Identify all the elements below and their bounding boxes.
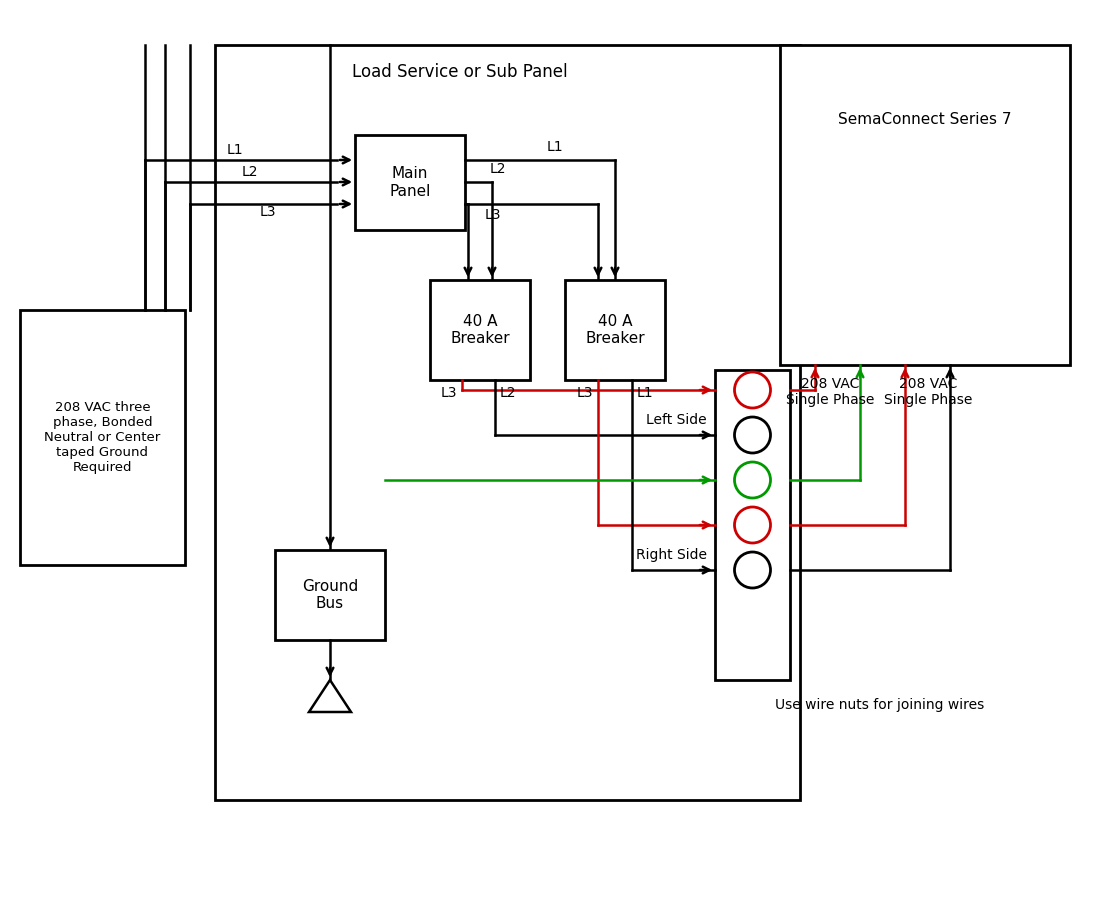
- Text: L3: L3: [576, 386, 593, 400]
- Text: Ground
Bus: Ground Bus: [301, 579, 359, 611]
- Text: L2: L2: [242, 165, 258, 179]
- Circle shape: [735, 462, 770, 498]
- Bar: [780, 45, 1070, 365]
- Text: L3: L3: [485, 208, 502, 222]
- Bar: [214, 45, 800, 800]
- Bar: [275, 550, 385, 640]
- Text: Left Side: Left Side: [647, 413, 707, 427]
- Text: Right Side: Right Side: [636, 548, 707, 562]
- Circle shape: [735, 552, 770, 588]
- Circle shape: [735, 507, 770, 543]
- Text: SemaConnect Series 7: SemaConnect Series 7: [838, 112, 1012, 128]
- Bar: [355, 135, 465, 230]
- Text: Main
Panel: Main Panel: [389, 166, 431, 199]
- Text: L1: L1: [637, 386, 653, 400]
- Text: 208 VAC three
phase, Bonded
Neutral or Center
taped Ground
Required: 208 VAC three phase, Bonded Neutral or C…: [44, 401, 161, 474]
- Text: 208 VAC
Single Phase: 208 VAC Single Phase: [785, 377, 874, 407]
- Bar: [565, 280, 666, 380]
- Text: Load Service or Sub Panel: Load Service or Sub Panel: [352, 63, 568, 81]
- Bar: [20, 310, 185, 565]
- Bar: [715, 370, 790, 680]
- Text: L1: L1: [547, 140, 563, 154]
- Text: 40 A
Breaker: 40 A Breaker: [585, 314, 645, 346]
- Text: L2: L2: [500, 386, 517, 400]
- Bar: [430, 280, 530, 380]
- Text: 208 VAC
Single Phase: 208 VAC Single Phase: [883, 377, 972, 407]
- Text: Use wire nuts for joining wires: Use wire nuts for joining wires: [776, 698, 984, 712]
- Circle shape: [735, 417, 770, 453]
- Text: 40 A
Breaker: 40 A Breaker: [450, 314, 509, 346]
- Circle shape: [735, 372, 770, 408]
- Text: L3: L3: [440, 386, 456, 400]
- Text: L1: L1: [227, 143, 243, 157]
- Text: L2: L2: [490, 162, 506, 176]
- Text: L3: L3: [260, 205, 276, 219]
